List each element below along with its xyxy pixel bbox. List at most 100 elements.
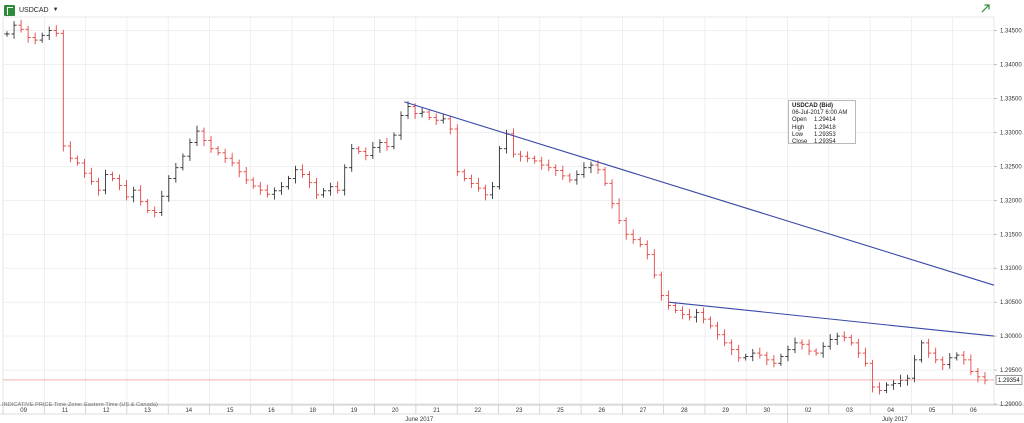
x-tick-label: 27	[640, 408, 647, 414]
tooltip-row-close: Close 1.29354	[792, 139, 836, 146]
price-bar	[271, 187, 278, 200]
price-bar	[138, 185, 144, 206]
price-bar	[109, 171, 116, 182]
price-bar	[320, 188, 327, 198]
price-bar	[588, 161, 594, 174]
chart-header: USDCAD ▼	[4, 3, 59, 17]
price-bar	[489, 181, 496, 199]
instrument-logo-icon	[4, 4, 15, 16]
price-bar	[67, 141, 73, 163]
price-bar	[890, 379, 897, 390]
price-bar	[39, 32, 45, 43]
y-tick-label: 1.32500	[1000, 164, 1022, 170]
price-bar	[623, 217, 629, 240]
price-bar	[764, 351, 770, 366]
price-bar	[700, 307, 707, 324]
x-tick-label: 25	[557, 408, 564, 414]
x-tick-label: 23	[516, 408, 523, 414]
price-bar	[166, 175, 172, 202]
price-bar	[961, 351, 967, 365]
price-bar	[53, 25, 59, 37]
price-bar	[201, 127, 207, 146]
symbol-label[interactable]: USDCAD	[19, 6, 49, 14]
price-bar	[152, 206, 158, 218]
price-bar	[750, 349, 756, 362]
price-bar	[510, 128, 517, 158]
price-bar	[496, 146, 503, 190]
price-bar	[194, 125, 200, 146]
y-tick-label: 1.30500	[1000, 300, 1022, 306]
x-tick-label: 15	[227, 408, 234, 414]
price-bar	[897, 374, 904, 388]
price-bar	[658, 271, 664, 301]
x-tick-label: 05	[929, 408, 936, 414]
price-bar	[672, 302, 679, 314]
price-bar	[553, 164, 559, 176]
price-bar	[419, 107, 425, 118]
tooltip-row-high: High 1.29418	[792, 124, 836, 131]
price-bar	[665, 290, 672, 310]
price-bar	[918, 340, 925, 363]
x-tick-label: 16	[268, 408, 275, 414]
y-axis: 1.34500 1.34000 1.33500 1.33000 1.32500 1.320…	[994, 29, 1022, 408]
price-bar	[116, 174, 123, 191]
price-bar	[447, 115, 453, 135]
trend-line	[404, 101, 995, 286]
price-bar	[250, 177, 256, 189]
price-bar	[539, 156, 545, 170]
price-bar	[714, 321, 721, 340]
price-bar	[524, 151, 531, 163]
price-bar	[264, 184, 270, 198]
price-bar	[391, 132, 397, 150]
price-bar	[911, 355, 918, 383]
price-bar	[532, 155, 538, 164]
price-bar	[785, 345, 791, 362]
ohlc-tooltip: USDCAD (Bid) 06-Jul-2017 6:00 AM Open 1.2…	[788, 100, 856, 146]
x-tick-label: 13	[144, 408, 151, 414]
price-bar	[229, 152, 235, 167]
price-bar	[327, 182, 334, 196]
price-bar	[482, 184, 489, 201]
x-tick-label: 29	[722, 408, 729, 414]
x-tick-label: 14	[185, 408, 192, 414]
price-bars	[4, 19, 988, 395]
tooltip-date: 06-Jul-2017 6:00 AM	[792, 110, 848, 117]
price-bar	[792, 337, 798, 354]
price-bar	[461, 169, 467, 182]
price-bar	[736, 344, 742, 362]
price-bar	[757, 347, 763, 359]
symbol-dropdown-icon[interactable]: ▼	[52, 7, 59, 13]
price-bar	[855, 338, 861, 358]
price-bar	[820, 342, 826, 358]
price-bar	[412, 103, 418, 119]
price-bar	[778, 353, 784, 366]
price-bar	[827, 334, 833, 350]
x-tick-label: 18	[309, 408, 316, 414]
trend-lines	[3, 101, 995, 381]
price-bar	[145, 198, 151, 214]
price-bar	[475, 177, 482, 192]
price-bar	[215, 146, 221, 156]
price-bar	[398, 111, 404, 140]
expand-arrow-icon[interactable]	[981, 4, 990, 13]
price-bar	[46, 26, 52, 41]
price-bar	[947, 353, 953, 369]
price-bar	[81, 158, 88, 178]
price-bar	[208, 135, 214, 153]
price-bar	[11, 21, 17, 39]
trend-line	[668, 301, 995, 337]
y-tick-label: 1.34000	[1000, 63, 1022, 69]
price-bar	[60, 29, 66, 152]
price-bar	[32, 32, 38, 45]
x-tick-label: 03	[846, 408, 853, 414]
price-bar	[806, 339, 812, 356]
price-bar	[813, 348, 819, 356]
price-bar	[335, 181, 341, 194]
price-bar	[940, 356, 946, 371]
x-tick-label: 22	[475, 408, 482, 414]
price-bar	[306, 171, 313, 189]
last-price-label: 1.29354	[998, 378, 1020, 384]
y-tick-label: 1.31000	[1000, 266, 1022, 272]
price-bar	[433, 113, 439, 125]
